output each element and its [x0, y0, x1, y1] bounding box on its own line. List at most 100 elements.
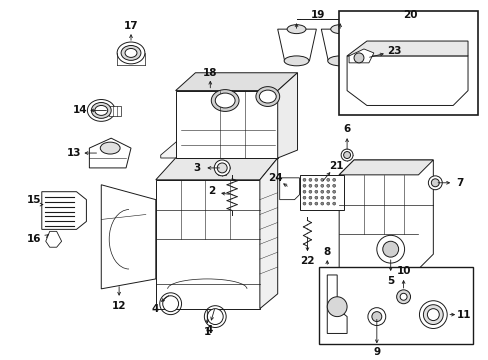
Circle shape [320, 196, 323, 199]
Text: 21: 21 [328, 161, 343, 171]
Text: 19: 19 [310, 10, 325, 20]
Ellipse shape [327, 56, 352, 66]
Polygon shape [175, 73, 297, 91]
Circle shape [214, 160, 230, 176]
Circle shape [353, 53, 363, 63]
Circle shape [326, 178, 329, 181]
Circle shape [314, 190, 317, 193]
Ellipse shape [330, 25, 349, 33]
Polygon shape [156, 158, 277, 180]
Polygon shape [101, 185, 156, 289]
Text: 1: 1 [203, 328, 210, 337]
Circle shape [427, 309, 438, 320]
Polygon shape [279, 178, 299, 200]
Text: 2: 2 [207, 186, 215, 196]
Circle shape [314, 178, 317, 181]
Circle shape [320, 202, 323, 205]
Polygon shape [321, 29, 359, 61]
Text: 17: 17 [123, 21, 138, 31]
Circle shape [163, 296, 178, 312]
Text: 14: 14 [73, 105, 87, 116]
Circle shape [207, 309, 223, 324]
Polygon shape [277, 29, 316, 61]
Text: 7: 7 [455, 178, 463, 188]
Text: 5: 5 [386, 276, 393, 286]
Ellipse shape [259, 90, 276, 103]
Text: 4: 4 [151, 304, 158, 314]
Text: 11: 11 [456, 310, 470, 320]
Text: 18: 18 [203, 68, 217, 78]
Circle shape [308, 202, 311, 205]
Ellipse shape [100, 142, 120, 154]
Circle shape [303, 202, 305, 205]
Circle shape [326, 196, 329, 199]
Circle shape [320, 178, 323, 181]
Circle shape [423, 305, 442, 324]
Bar [299, 175, 344, 210]
Text: 20: 20 [403, 10, 417, 20]
Polygon shape [161, 138, 269, 158]
Circle shape [320, 190, 323, 193]
Ellipse shape [95, 105, 107, 116]
Circle shape [430, 179, 438, 187]
Text: 9: 9 [372, 347, 380, 357]
Circle shape [371, 312, 381, 321]
Circle shape [427, 176, 441, 190]
Circle shape [367, 308, 385, 325]
Text: 6: 6 [343, 124, 350, 134]
Text: 12: 12 [112, 301, 126, 311]
Polygon shape [259, 158, 277, 309]
Text: 13: 13 [67, 148, 81, 158]
Polygon shape [89, 138, 131, 168]
Circle shape [419, 301, 447, 328]
Bar [319, 267, 472, 345]
Circle shape [332, 190, 335, 193]
Ellipse shape [117, 42, 144, 64]
Polygon shape [109, 107, 121, 116]
Circle shape [341, 149, 352, 161]
Ellipse shape [211, 90, 239, 111]
Ellipse shape [286, 25, 305, 33]
Polygon shape [41, 192, 86, 229]
Ellipse shape [121, 45, 141, 60]
Polygon shape [346, 56, 467, 105]
Circle shape [326, 190, 329, 193]
Polygon shape [277, 73, 297, 158]
Ellipse shape [87, 99, 115, 121]
Circle shape [308, 184, 311, 187]
Polygon shape [175, 91, 277, 158]
Text: 15: 15 [26, 195, 41, 204]
Text: 3: 3 [193, 163, 201, 173]
Circle shape [343, 152, 350, 158]
Circle shape [314, 196, 317, 199]
Text: 23: 23 [386, 46, 401, 56]
Circle shape [303, 184, 305, 187]
Polygon shape [156, 180, 259, 309]
Circle shape [314, 202, 317, 205]
Ellipse shape [125, 49, 137, 57]
Polygon shape [346, 41, 467, 56]
Ellipse shape [91, 103, 111, 118]
Circle shape [326, 202, 329, 205]
Polygon shape [326, 275, 346, 333]
Circle shape [303, 196, 305, 199]
Text: 16: 16 [26, 234, 41, 244]
Text: 22: 22 [300, 256, 314, 266]
Circle shape [326, 184, 329, 187]
Circle shape [326, 297, 346, 316]
Circle shape [308, 178, 311, 181]
Circle shape [217, 163, 227, 173]
Circle shape [332, 178, 335, 181]
Circle shape [396, 290, 410, 304]
Bar [339, 11, 477, 116]
Circle shape [314, 184, 317, 187]
Circle shape [332, 184, 335, 187]
Text: 4: 4 [205, 325, 213, 336]
Circle shape [303, 178, 305, 181]
Text: 8: 8 [323, 247, 330, 257]
Circle shape [320, 184, 323, 187]
Circle shape [303, 190, 305, 193]
Circle shape [332, 196, 335, 199]
Text: 10: 10 [396, 266, 410, 276]
Polygon shape [46, 231, 61, 247]
